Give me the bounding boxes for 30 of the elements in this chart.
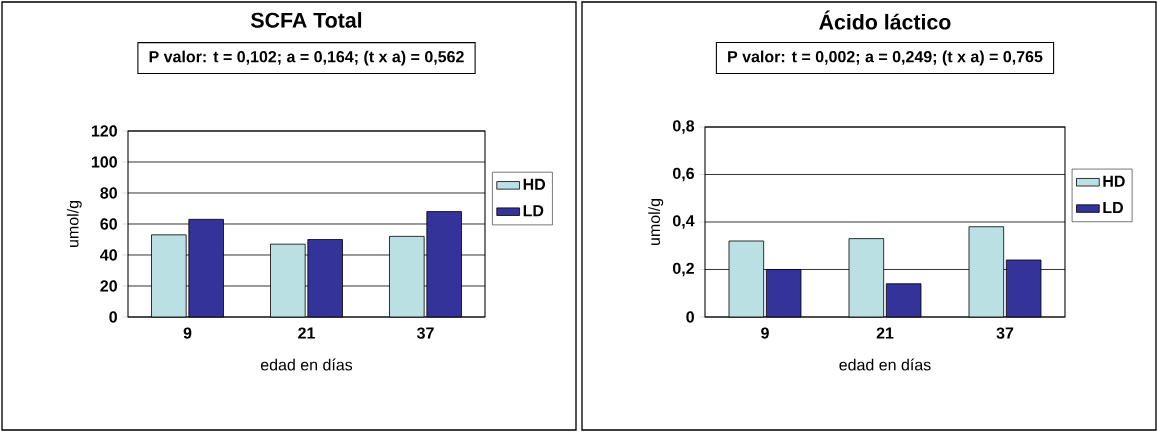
x-axis-title: edad en días xyxy=(260,358,353,371)
x-tick-label: 9 xyxy=(183,327,192,339)
legend-label: LD xyxy=(523,205,544,217)
y-tick-label: 40 xyxy=(100,249,117,261)
y-tick-label: 0 xyxy=(686,311,694,323)
x-axis-title: edad en días xyxy=(839,358,931,371)
x-tick-label: 9 xyxy=(761,327,769,339)
y-tick-label: 0,6 xyxy=(672,167,695,182)
x-tick-label: 21 xyxy=(876,327,894,339)
legend-label: HD xyxy=(523,178,546,190)
x-tick-label: 37 xyxy=(996,327,1014,339)
y-tick-label: 0,4 xyxy=(672,215,695,229)
y-tick-label: 0,8 xyxy=(672,120,695,134)
chart-subtitle: P valor: t = 0,002; a = 0,249; (t x a) = 0,765 xyxy=(728,50,1043,66)
y-tick-label: 20 xyxy=(100,280,117,292)
legend-label: LD xyxy=(1103,202,1123,214)
y-tick-label: 80 xyxy=(100,187,117,199)
chart-title: Ácido láctico xyxy=(819,10,951,30)
y-tick-label: 0,2 xyxy=(672,262,694,277)
y-axis-title: umol/g xyxy=(66,201,82,247)
chart-subtitle: P valor: t = 0,102; a = 0,164; (t x a) = 0,562 xyxy=(149,50,464,66)
chart-title: SCFA Total xyxy=(251,12,362,28)
x-tick-label: 37 xyxy=(416,327,434,339)
legend-label: HD xyxy=(1103,175,1125,187)
y-tick-label: 120 xyxy=(91,125,117,137)
y-tick-label: 60 xyxy=(100,218,117,230)
y-tick-label: 100 xyxy=(91,156,117,168)
x-tick-label: 21 xyxy=(298,327,315,339)
y-tick-label: 0 xyxy=(109,311,117,323)
y-axis-title: umol/g xyxy=(648,199,664,245)
